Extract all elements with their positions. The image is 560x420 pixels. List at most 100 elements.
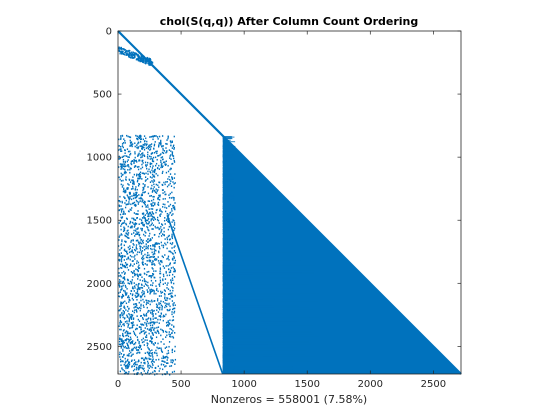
left-column-band-point xyxy=(119,315,121,317)
middle-scatter-point xyxy=(162,149,164,151)
left-column-band-point xyxy=(138,175,140,178)
left-column-band-point xyxy=(151,167,154,169)
middle-scatter-point xyxy=(170,150,172,152)
left-column-band-point xyxy=(144,339,146,341)
left-column-band-point xyxy=(132,276,134,278)
left-column-band-point xyxy=(138,282,140,285)
middle-scatter-point xyxy=(161,151,164,154)
left-column-band-point xyxy=(131,225,133,228)
middle-scatter-point xyxy=(155,359,157,361)
middle-scatter-point xyxy=(160,312,162,315)
left-column-band-point xyxy=(145,164,147,166)
left-column-band-point xyxy=(147,343,149,345)
left-column-band-point xyxy=(146,339,148,342)
middle-scatter-point xyxy=(164,203,166,206)
left-column-band-point xyxy=(134,145,136,148)
left-column-band-point xyxy=(147,300,150,302)
middle-scatter-point xyxy=(154,156,157,159)
left-column-band-point xyxy=(137,287,139,290)
middle-scatter-point xyxy=(167,164,169,167)
left-column-band-point xyxy=(150,319,152,321)
left-column-band-point xyxy=(146,360,149,363)
left-column-band-point xyxy=(149,195,151,197)
left-column-band-point xyxy=(143,301,145,303)
left-column-band-point xyxy=(126,364,128,367)
left-column-band-point xyxy=(129,208,131,211)
left-column-band-point xyxy=(124,163,126,166)
left-column-band-point xyxy=(152,160,155,163)
left-column-band-point xyxy=(145,219,148,222)
top-cluster-point xyxy=(137,56,140,58)
left-column-band-point xyxy=(144,332,146,334)
left-column-band-point xyxy=(148,348,150,350)
middle-scatter-point xyxy=(172,359,174,361)
middle-scatter-point xyxy=(173,275,176,278)
left-column-band-point xyxy=(143,202,146,205)
middle-scatter-point xyxy=(168,225,170,228)
left-column-band-point xyxy=(148,168,150,171)
left-column-band-point xyxy=(151,354,154,356)
left-column-band-point xyxy=(123,323,125,325)
middle-scatter-point xyxy=(174,270,176,273)
left-column-band-point xyxy=(136,324,138,327)
left-column-band-point xyxy=(128,198,130,201)
left-column-band-point xyxy=(134,333,136,335)
left-column-band-point xyxy=(144,203,146,206)
left-column-band-point xyxy=(145,144,147,147)
left-column-band-point xyxy=(149,176,152,178)
middle-scatter-point xyxy=(172,303,174,305)
middle-scatter-point xyxy=(166,151,168,153)
left-column-band-point xyxy=(149,247,152,250)
middle-scatter-point xyxy=(158,142,160,144)
middle-scatter-point xyxy=(153,309,155,312)
left-column-band-point xyxy=(120,321,123,324)
middle-scatter-point xyxy=(166,287,168,289)
y-tick-label: 2000 xyxy=(87,279,112,290)
middle-scatter-point xyxy=(166,371,168,373)
left-column-band-point xyxy=(142,261,144,264)
middle-scatter-point xyxy=(161,145,163,148)
left-column-band-point xyxy=(146,273,148,276)
middle-scatter-point xyxy=(173,255,175,258)
x-tick-label: 2500 xyxy=(421,379,446,390)
left-column-band-point xyxy=(119,309,121,312)
left-column-band-point xyxy=(146,212,148,215)
left-column-band-point xyxy=(144,234,146,237)
middle-scatter-point xyxy=(156,309,158,312)
left-column-band-point xyxy=(150,143,153,145)
left-column-band-point xyxy=(152,334,154,336)
middle-scatter-point xyxy=(168,302,170,305)
left-column-band-point xyxy=(129,139,131,142)
left-column-band-point xyxy=(151,199,153,202)
left-column-band-point xyxy=(152,313,154,315)
left-column-band-point xyxy=(129,265,131,267)
middle-scatter-point xyxy=(155,285,157,287)
left-column-band-point xyxy=(133,324,135,326)
left-column-band-point xyxy=(126,292,128,294)
left-column-band-point xyxy=(130,360,133,362)
left-column-band-point xyxy=(151,228,153,230)
left-column-band-point xyxy=(139,332,141,335)
left-column-band-point xyxy=(126,218,128,220)
middle-scatter-point xyxy=(164,164,167,166)
middle-scatter-point xyxy=(169,269,172,272)
left-column-band-point xyxy=(146,271,148,273)
x-tick-label: 2000 xyxy=(358,379,383,390)
left-column-band-point xyxy=(120,211,123,213)
middle-scatter-point xyxy=(167,293,170,296)
left-column-band-point xyxy=(144,143,146,145)
left-column-band-point xyxy=(144,230,146,233)
left-column-band-point xyxy=(151,311,153,314)
middle-scatter-point xyxy=(167,264,169,267)
left-column-band-point xyxy=(151,208,154,210)
left-column-band-point xyxy=(137,360,139,363)
left-column-band-point xyxy=(149,136,151,138)
middle-scatter-point xyxy=(162,165,164,167)
left-column-band-point xyxy=(133,180,135,183)
left-column-band-point xyxy=(123,259,125,261)
left-column-band-point xyxy=(142,152,144,154)
middle-scatter-point xyxy=(159,154,161,156)
left-column-band-point xyxy=(127,326,129,328)
middle-scatter-point xyxy=(170,359,172,361)
left-column-band-point xyxy=(127,358,129,361)
